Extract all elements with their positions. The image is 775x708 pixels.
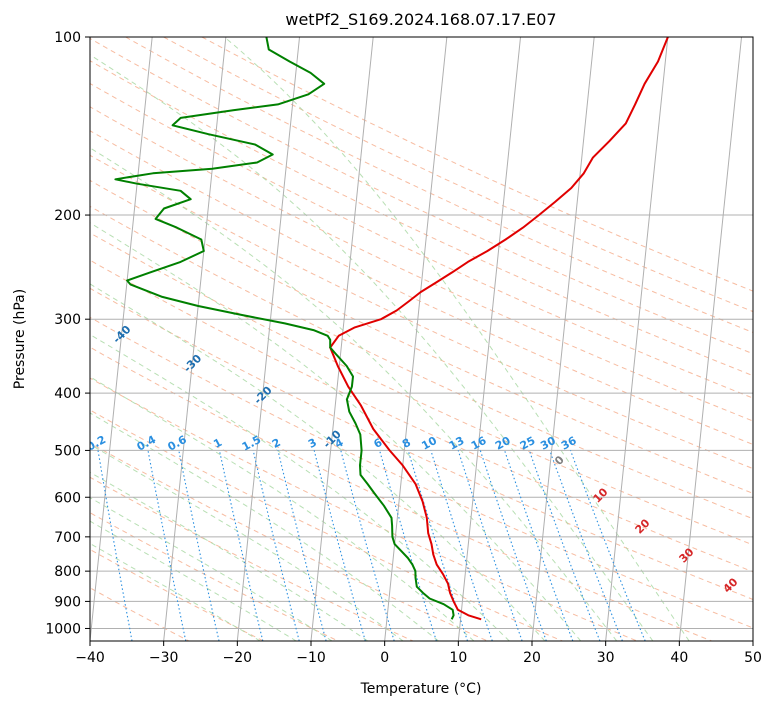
y-tick-label: 300 [54,312,81,328]
x-tick-label: −30 [149,650,179,666]
isotherm-line [90,37,153,641]
isotherm-line [531,37,595,641]
y-axis: 100 200 300 400 500 600 700 800 900 1000 [45,30,90,637]
isobars [90,37,753,629]
moist-adiabat [90,222,582,641]
moist-adiabat [90,54,654,641]
moist-adiabat [90,333,510,641]
x-tick-label: 30 [597,650,615,666]
sounding-series [114,37,669,621]
dry-adiabat [90,37,753,355]
x-tick-label: −20 [223,650,253,666]
isotherm-line [310,37,374,641]
moist-adiabat [90,147,618,641]
dry-adiabat [90,442,488,641]
isotherm-line [605,37,669,641]
isotherm-line [384,37,448,641]
mixing-ratio-line [97,450,133,641]
mixing-ratio-label: 25 [518,434,538,453]
isotherm-line [163,37,227,641]
mixing-ratio-line [218,450,264,641]
dry-adiabat [163,37,753,313]
dry-adiabat [90,287,753,601]
mixing-ratio-label: 36 [559,434,579,453]
plot-area: 0.10.20.40.611.52346810131620253036-100-… [90,37,753,641]
mixing-ratio-line [340,450,395,641]
y-tick-label: 600 [54,490,81,506]
y-tick-label: 500 [54,443,81,459]
isotherm-line [678,37,743,641]
dry-adiabat [90,60,753,377]
y-tick-label: 200 [54,208,81,224]
temperature-line [329,37,669,621]
x-tick-label: 40 [670,650,688,666]
dry-adiabat [90,316,753,629]
mixing-ratio-line [504,450,574,641]
mixing-ratio-line [379,450,437,641]
mixing-ratio-line [430,450,493,641]
isotherms [90,37,753,641]
plot-frame [89,36,754,642]
y-axis-label: Pressure (hPa) [12,289,28,389]
dry-adiabat [90,82,753,399]
mixing-ratio-line [252,450,300,641]
mixing-ratio-label: 20 [493,434,513,453]
isotherm-line [236,37,301,641]
y-tick-label: 100 [54,30,81,46]
x-tick-label: 50 [744,650,762,666]
dry-adiabat [90,154,753,470]
x-axis-label: Temperature (°C) [360,681,482,697]
mixing-ratio-line [147,450,187,641]
dry-adiabat [90,259,753,573]
moist-adiabat [224,37,690,641]
y-tick-label: 900 [54,594,81,610]
moist-adiabats [90,37,690,641]
x-tick-label: 0 [380,650,389,666]
moist-adiabat [90,283,546,641]
mixing-ratio-line [479,450,547,641]
moist-adiabat [90,520,297,641]
x-axis: −40 −30 −20 −10 0 10 20 30 40 50 [75,641,762,666]
y-tick-label: 400 [54,386,81,402]
mixing-ratio-label: 16 [469,434,489,453]
moist-adiabat [90,412,439,641]
dry-adiabat [90,512,339,641]
x-tick-label: 10 [449,650,467,666]
y-tick-label: 700 [54,530,81,546]
mixing-ratio-label: 30 [538,434,558,453]
mixing-ratio-label: 13 [447,434,467,453]
moist-adiabat [90,471,368,641]
moist-adiabat [90,443,404,641]
chart-title: wetPf2_S169.2024.168.07.17.E07 [285,10,556,30]
moist-adiabat [90,542,261,641]
x-tick-label: −10 [296,650,326,666]
mixing-ratio-line [178,450,220,641]
dry-adiabat [90,179,753,494]
mixing-ratio-line [457,450,523,641]
dry-adiabat [90,130,753,446]
x-tick-label: 20 [523,650,541,666]
y-tick-label: 1000 [45,621,81,637]
x-tick-label: −40 [75,650,105,666]
y-tick-label: 800 [54,564,81,580]
dry-adiabat [90,409,563,641]
mixing-ratio-label: 10 [419,434,439,453]
moist-adiabat [90,376,475,641]
dry-adiabat [90,106,753,422]
dewpoint-line [114,37,455,620]
mixing-ratio-line [277,450,327,641]
mixing-ratio-line [313,450,366,641]
mixing-ratio-lines [97,450,646,641]
isotherm-line [457,37,522,641]
